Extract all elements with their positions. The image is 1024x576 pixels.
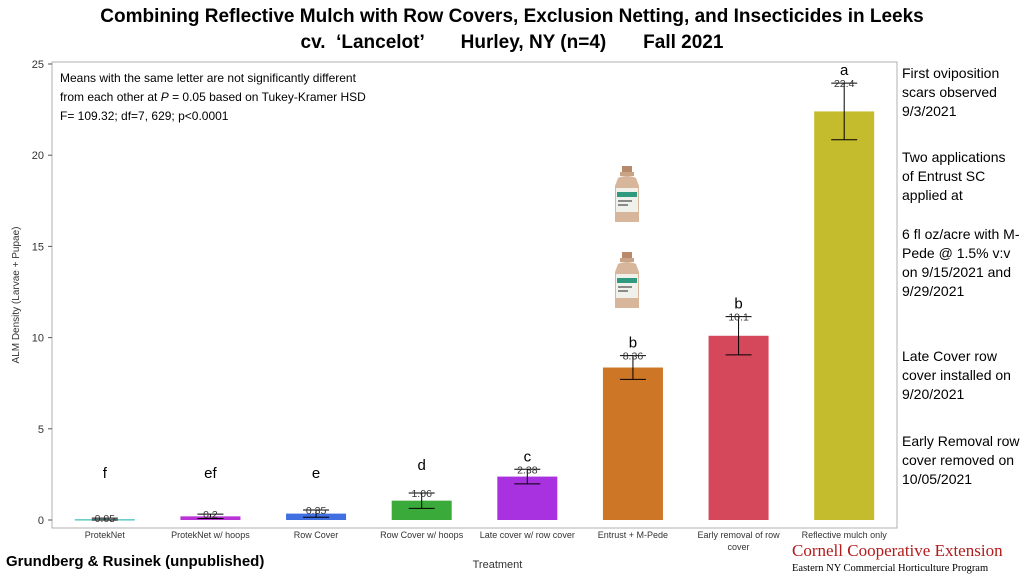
significance-letter: e [312, 465, 320, 482]
bar [814, 111, 875, 520]
bar [708, 335, 769, 520]
chart-subtitle: cv. ‘Lancelot’ Hurley, NY (n=4) Fall 202… [300, 32, 724, 53]
y-tick-label: 5 [38, 424, 44, 436]
data-label: 0.2 [203, 509, 218, 521]
y-tick-label: 10 [32, 333, 44, 345]
significance-letter: c [524, 448, 532, 465]
data-label: 22.4 [834, 78, 855, 90]
x-tick-label: Row Cover w/ hoops [380, 530, 464, 540]
bar [602, 367, 663, 520]
x-tick-label: Row Cover [294, 530, 339, 540]
org-logo-text: Cornell Cooperative Extension [792, 541, 1003, 560]
y-tick-label: 15 [32, 241, 44, 253]
entrust-bottle-image [612, 166, 642, 224]
data-label: 8.36 [623, 351, 644, 363]
note-entrust-a: Two applications of Entrust SC applied a… [902, 149, 1006, 203]
plot-frame [51, 61, 898, 529]
significance-letter: b [629, 335, 637, 352]
x-tick-label: Reflective mulch only [802, 530, 888, 540]
program-name: Eastern NY Commercial Horticulture Progr… [792, 563, 989, 574]
y-tick-label: 0 [38, 515, 44, 527]
data-label: 2.38 [517, 464, 538, 476]
entrust-bottle-image [612, 252, 642, 310]
data-label: 1.06 [411, 488, 432, 500]
note-early-removal: Early Removal row cover removed on 10/05… [902, 433, 1020, 487]
chart-title: Combining Reflective Mulch with Row Cove… [100, 6, 924, 27]
y-tick-label: 25 [32, 59, 44, 71]
y-tick-label: 20 [32, 150, 44, 162]
y-axis-label: ALM Density (Larvae + Pupae) [11, 226, 22, 363]
data-label: 0.35 [306, 505, 327, 517]
significance-letter: a [840, 62, 849, 79]
data-label: 10.1 [728, 312, 749, 324]
note-entrust-b: 6 fl oz/acre with M-Pede @ 1.5% v:v on 9… [902, 226, 1020, 299]
authors-credit: Grundberg & Rusinek (unpublished) [6, 553, 265, 570]
significance-letter: f [103, 465, 108, 482]
note-late-cover: Late Cover row cover installed on 9/20/2… [902, 348, 1011, 402]
x-tick-label: Early removal of row [698, 530, 781, 540]
x-tick-label: ProtekNet w/ hoops [171, 530, 250, 540]
significance-letter: ef [204, 465, 217, 482]
significance-letter: b [734, 296, 742, 313]
x-tick-label: Entrust + M-Pede [598, 530, 668, 540]
x-axis-label: Treatment [473, 559, 523, 571]
stats-note-line2: from each other at P = 0.05 based on Tuk… [60, 90, 366, 104]
stats-note-line3: F= 109.32; df=7, 629; p<0.0001 [60, 109, 229, 123]
x-tick-label: Late cover w/ row cover [480, 530, 575, 540]
bar [391, 500, 452, 520]
note-oviposition: First oviposition scars observed 9/3/202… [902, 65, 1000, 119]
x-tick-label: ProtekNet [85, 530, 126, 540]
x-tick-label: cover [728, 542, 750, 552]
significance-letter: d [418, 457, 426, 474]
data-label: 0.05 [95, 513, 116, 525]
stats-note-line1: Means with the same letter are not signi… [60, 71, 356, 85]
